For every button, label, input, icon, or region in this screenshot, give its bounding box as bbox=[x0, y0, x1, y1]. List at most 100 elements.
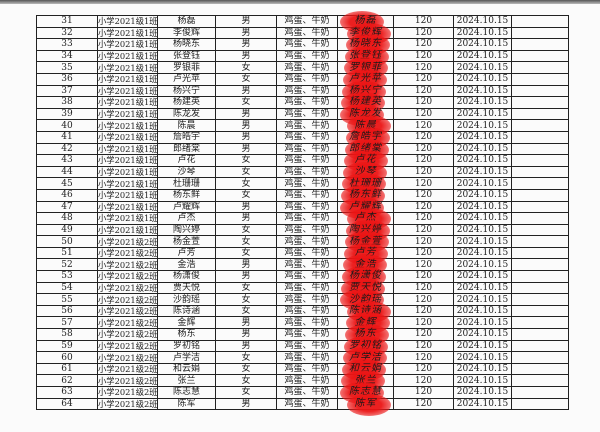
date-cell: 2024.10.15 bbox=[453, 165, 512, 179]
food-items: 鸡蛋、牛奶 bbox=[276, 26, 338, 40]
signature-cell: 杜珊珊 bbox=[337, 173, 394, 196]
food-items: 鸡蛋、牛奶 bbox=[276, 235, 338, 248]
class-cell: 小学2021级2班 bbox=[97, 397, 158, 411]
amount-cell: 120 bbox=[393, 26, 454, 40]
row-number: 34 bbox=[36, 49, 98, 63]
table-row: 64 小学2021级2班 陈军男鸡蛋、牛奶 陈军 120 2024.10.15 bbox=[36, 393, 569, 416]
table-row: 62 小学2021级2班 张兰女鸡蛋、牛奶 张兰 120 2024.10.15 bbox=[36, 370, 569, 393]
food-items: 鸡蛋、牛奶 bbox=[276, 107, 338, 121]
row-number: 56 bbox=[36, 304, 98, 318]
row-number: 64 bbox=[36, 397, 98, 411]
student-name: 陈诗涵 bbox=[157, 304, 216, 318]
signature-cell: 杨晓东 bbox=[337, 34, 394, 57]
signature-cell: 陈龙发 bbox=[337, 103, 394, 126]
gender-cell: 男 bbox=[215, 107, 277, 121]
date-cell: 2024.10.15 bbox=[453, 49, 512, 63]
gender-cell: 男 bbox=[215, 84, 277, 98]
table-row: 33 小学2021级1班 杨晓东男鸡蛋、牛奶 杨晓东 120 2024.10.15 bbox=[36, 34, 569, 57]
class-cell: 小学2021级2班 bbox=[97, 362, 158, 376]
student-name: 卢学洁 bbox=[157, 351, 216, 364]
signature-cell: 郎绪棠 bbox=[337, 138, 394, 161]
signature-cell: 杨建英 bbox=[337, 92, 394, 115]
table-row: 41 小学2021级1班 詹皓宇男鸡蛋、牛奶 詹皓宇 120 2024.10.15 bbox=[36, 126, 569, 149]
date-cell: 2024.10.15 bbox=[453, 270, 512, 283]
row-number: 41 bbox=[36, 130, 98, 144]
remarks-cell bbox=[511, 362, 569, 376]
date-cell: 2024.10.15 bbox=[453, 351, 512, 364]
row-number: 40 bbox=[36, 119, 98, 132]
amount-cell: 120 bbox=[393, 316, 454, 330]
handwritten-signature: 卢耀辉 bbox=[349, 200, 382, 212]
date-cell: 2024.10.15 bbox=[453, 235, 512, 248]
class-cell: 小学2021级2班 bbox=[97, 328, 158, 341]
student-name: 郎绪棠 bbox=[157, 142, 216, 156]
student-name: 杨东鲜 bbox=[157, 188, 216, 202]
table-row: 37 小学2021级1班 杨兴宁男鸡蛋、牛奶 杨兴宁 120 2024.10.15 bbox=[36, 80, 569, 103]
amount-cell: 120 bbox=[393, 397, 454, 411]
remarks-cell bbox=[511, 223, 569, 237]
handwritten-signature: 卢学洁 bbox=[349, 351, 382, 363]
class-cell: 小学2021级1班 bbox=[97, 84, 158, 98]
signature-cell: 沙韵瑶 bbox=[337, 289, 394, 312]
class-cell: 小学2021级1班 bbox=[97, 119, 158, 132]
table-row: 56 小学2021级2班 陈诗涵女鸡蛋、牛奶 陈诗涵 120 2024.10.15 bbox=[36, 300, 569, 323]
table-row: 43 小学2021级1班 卢花女鸡蛋、牛奶 卢花 120 2024.10.15 bbox=[36, 150, 569, 173]
row-number: 45 bbox=[36, 177, 98, 190]
amount-cell: 120 bbox=[393, 362, 454, 376]
student-name: 卢耀辉 bbox=[157, 200, 216, 214]
signature-cell: 沙琴 bbox=[337, 161, 394, 184]
remarks-cell bbox=[511, 397, 569, 411]
gender-cell: 男 bbox=[215, 49, 277, 63]
row-number: 50 bbox=[36, 235, 98, 248]
handwritten-signature: 杨潇俊 bbox=[349, 270, 382, 282]
handwritten-signature: 和云娟 bbox=[349, 363, 382, 375]
remarks-cell bbox=[511, 130, 569, 144]
food-items: 鸡蛋、牛奶 bbox=[276, 328, 338, 341]
handwritten-signature: 陈军 bbox=[354, 397, 377, 409]
food-items: 鸡蛋、牛奶 bbox=[276, 200, 338, 214]
remarks-cell bbox=[511, 386, 569, 399]
remarks-cell bbox=[511, 96, 569, 109]
table-row: 46 小学2021级1班 杨东鲜女鸡蛋、牛奶 杨东鲜 120 2024.10.15 bbox=[36, 184, 569, 207]
table-row: 51 小学2021级2班 卢芳女鸡蛋、牛奶 卢芳 120 2024.10.15 bbox=[36, 242, 569, 265]
remarks-cell bbox=[511, 142, 569, 156]
gender-cell: 女 bbox=[215, 386, 277, 399]
signature-cell: 卢芳 bbox=[337, 242, 394, 265]
signature-cell: 陈晨 bbox=[337, 115, 394, 138]
table-row: 40 小学2021级1班 陈晨男鸡蛋、牛奶 陈晨 120 2024.10.15 bbox=[36, 115, 569, 138]
signature-cell: 陈志慧 bbox=[337, 382, 394, 404]
food-items: 鸡蛋、牛奶 bbox=[276, 397, 338, 411]
gender-cell: 男 bbox=[215, 15, 277, 28]
table-row: 55 小学2021级2班 沙韵瑶女鸡蛋、牛奶 沙韵瑶 120 2024.10.15 bbox=[36, 289, 569, 312]
remarks-cell bbox=[511, 235, 569, 248]
signature-cell: 张兰 bbox=[337, 370, 394, 393]
food-items: 鸡蛋、牛奶 bbox=[276, 119, 338, 132]
handwritten-signature: 杜珊珊 bbox=[349, 177, 382, 189]
class-cell: 小学2021级1班 bbox=[97, 200, 158, 214]
signature-cell: 金浩 bbox=[337, 254, 394, 277]
row-number: 42 bbox=[36, 142, 98, 156]
table-row: 60 小学2021级2班 卢学洁女鸡蛋、牛奶 卢学洁 120 2024.10.15 bbox=[36, 347, 569, 370]
handwritten-signature: 杨东 bbox=[354, 328, 377, 340]
class-cell: 小学2021级2班 bbox=[97, 246, 158, 260]
remarks-cell bbox=[511, 212, 569, 225]
food-items: 鸡蛋、牛奶 bbox=[276, 351, 338, 364]
amount-cell: 120 bbox=[393, 84, 454, 98]
class-cell: 小学2021级1班 bbox=[97, 61, 158, 74]
date-cell: 2024.10.15 bbox=[453, 119, 512, 132]
food-items: 鸡蛋、牛奶 bbox=[276, 130, 338, 144]
gender-cell: 女 bbox=[215, 61, 277, 74]
class-cell: 小学2021级1班 bbox=[97, 49, 158, 63]
amount-cell: 120 bbox=[393, 107, 454, 121]
table-row: 45 小学2021级1班 杜珊珊女鸡蛋、牛奶 杜珊珊 120 2024.10.15 bbox=[36, 173, 569, 196]
student-name: 詹皓宇 bbox=[157, 130, 216, 144]
signature-cell: 杨潇俊 bbox=[337, 266, 394, 289]
gender-cell: 男 bbox=[215, 212, 277, 225]
class-cell: 小学2021级1班 bbox=[97, 72, 158, 86]
row-number: 32 bbox=[36, 26, 98, 40]
date-cell: 2024.10.15 bbox=[453, 142, 512, 156]
remarks-cell bbox=[511, 351, 569, 364]
signature-cell: 詹皓宇 bbox=[337, 126, 394, 149]
date-cell: 2024.10.15 bbox=[453, 154, 512, 167]
amount-cell: 120 bbox=[393, 339, 454, 353]
